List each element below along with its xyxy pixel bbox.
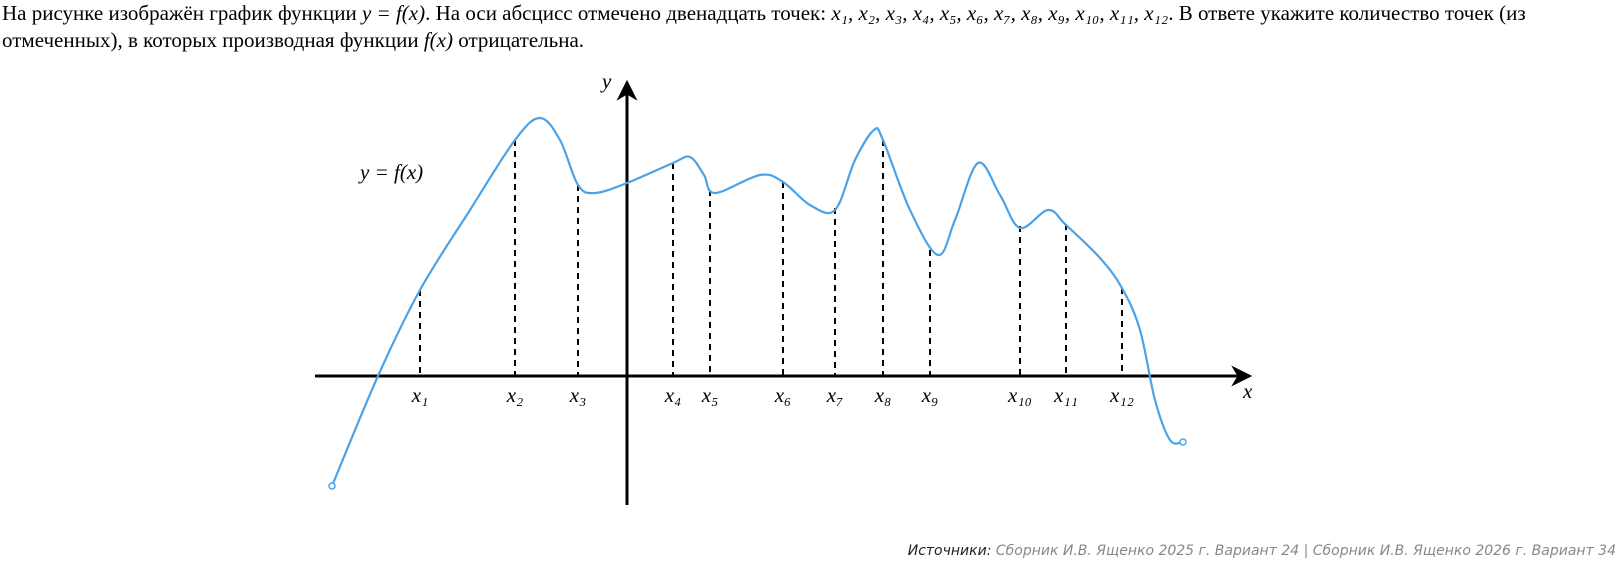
point-label: x₉ [921, 383, 939, 407]
curve-endpoint [328, 482, 336, 490]
point-label: x₁₁ [1053, 383, 1078, 407]
point-label: x₃ [569, 383, 587, 407]
sources-text: Сборник И.В. Ященко 2025 г. Вариант 24 |… [995, 543, 1616, 559]
point-marks: x₁ x₂ x₃ x₄ x₅ x₆ x₇ x₈ x₉ x₁₀ x₁₁ x₁₂ [411, 140, 1134, 407]
math: f(x) [423, 28, 453, 52]
function-curve [330, 116, 1184, 487]
point-label: x₅ [701, 383, 719, 407]
x-axis-label: x [1242, 379, 1253, 403]
point-label: x₂ [506, 383, 524, 407]
point-label: x₁ [411, 383, 429, 407]
point-label: x₁₀ [1007, 383, 1032, 407]
y-axis-label: y [600, 69, 612, 93]
sources-label: Источники: [907, 543, 992, 559]
point-label: x₇ [826, 383, 844, 407]
text: . В ответе укажите количество точек (из … [2, 1, 1526, 52]
problem-text: На рисунке изображён график функции y = … [2, 0, 1612, 54]
point-label: x₄ [664, 383, 682, 407]
graph: x y y = f(x) x₁ x₂ x₃ x₄ x₅ x₆ x₇ x₈ x₉ x₁₀ x₁₁ x₁₂ [315, 69, 1253, 505]
math: x₁, x₂, x₃, x₄, x₅, x₆, x₇, x₈, x₉, x₁₀,… [831, 1, 1169, 25]
text: На рисунке изображён график функции [2, 1, 362, 25]
sources: Источники: Сборник И.В. Ященко 2025 г. В… [908, 543, 1616, 559]
text: отрицательна. [452, 28, 585, 52]
curve-endpoint [1179, 438, 1187, 446]
text: . На оси абсцисс отмечено двенадцать точ… [425, 1, 832, 25]
point-label: x₁₂ [1109, 383, 1134, 407]
point-label: x₈ [874, 383, 892, 407]
math: y = f(x) [361, 1, 426, 25]
point-label: x₆ [774, 383, 792, 407]
curve-label: y = f(x) [358, 160, 423, 184]
